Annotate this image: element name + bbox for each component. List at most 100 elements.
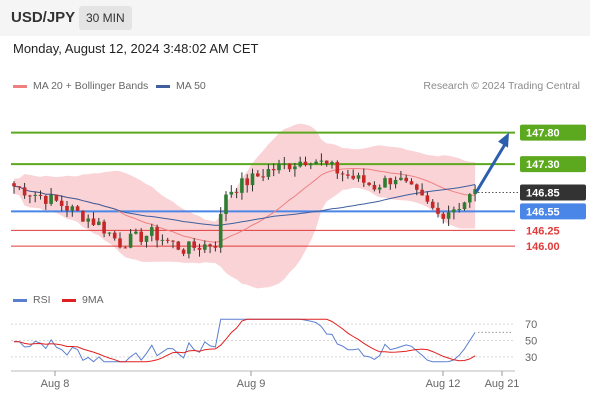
rsi-line [13, 318, 476, 363]
candle-body [377, 187, 382, 190]
rsi-ma-line [13, 318, 476, 363]
candle-body [271, 169, 276, 171]
candle-body [356, 175, 361, 179]
candle-body [187, 241, 191, 254]
candle-body [44, 195, 48, 204]
ma20-label: MA 20 + Bollinger Bands [33, 80, 149, 92]
candle-body [28, 195, 32, 197]
candle-body [335, 162, 340, 174]
candle-body [208, 244, 212, 247]
candle-body [203, 244, 207, 250]
candle-body [38, 194, 43, 196]
candle-body [346, 174, 350, 176]
candle-body [309, 164, 313, 166]
candle-body [245, 178, 249, 186]
candle-body [383, 178, 387, 188]
candle-body [282, 163, 287, 165]
candle-body [134, 231, 138, 234]
candle-body [277, 163, 281, 171]
candle-body [415, 184, 419, 190]
candle-body [303, 161, 308, 166]
candle-body [49, 194, 53, 204]
bollinger-band [14, 123, 476, 289]
candle-body [399, 177, 403, 180]
candle-body [340, 173, 345, 175]
candle-body [436, 207, 440, 214]
candle-body [12, 183, 16, 187]
candle-body [229, 191, 234, 195]
candle-body [139, 231, 143, 242]
projection-arrow-head [498, 132, 509, 148]
candle-body [367, 182, 371, 185]
candle-body [102, 221, 106, 234]
support-label-2: 146.00 [526, 241, 560, 253]
top-bar: USD/JPY 30 MIN [0, 0, 590, 36]
rsi-ma-swatch [62, 298, 76, 302]
candle-body [425, 195, 430, 202]
legend-ma20: MA 20 + Bollinger Bands [13, 80, 148, 92]
candle-body [97, 221, 101, 225]
rsi-swatch [13, 298, 27, 302]
timeframe-button[interactable]: 30 MIN [79, 6, 132, 30]
candle-body [404, 177, 408, 182]
moving-average-layer [13, 167, 476, 243]
legend-rsi-ma: 9MA [62, 294, 104, 306]
pivot-label: 146.55 [526, 206, 560, 218]
candle-body [123, 247, 128, 249]
candle-body [250, 173, 255, 186]
candle-body [197, 247, 202, 250]
symbol-label: USD/JPY [11, 9, 76, 26]
candle-body [441, 213, 446, 219]
candle-body [33, 194, 37, 196]
ma50-swatch [156, 84, 170, 88]
candle-body [86, 218, 90, 222]
rsi-label: RSI [33, 294, 51, 306]
time-tick-label: Aug 21 [485, 378, 520, 390]
rsi-ma-label: 9MA [82, 294, 104, 306]
current-price-label: 146.85 [526, 188, 560, 200]
research-credit: Research © 2024 Trading Central [423, 80, 580, 92]
rsi-tick-label: 70 [525, 319, 537, 331]
candle-body [165, 239, 170, 241]
candle-body [192, 241, 196, 248]
candle-body [240, 178, 244, 193]
candle-body [218, 213, 223, 248]
resistance-label-2-box [520, 156, 586, 173]
projection-arrow-layer [474, 132, 509, 194]
candle-body [420, 189, 424, 196]
candle-body [298, 161, 302, 167]
rsi-tick-label: 30 [525, 352, 537, 364]
ma50-label: MA 50 [176, 80, 206, 92]
candle-body [160, 239, 165, 241]
candles-layer [12, 153, 477, 259]
candle-body [65, 205, 69, 211]
candle-body [393, 179, 398, 185]
candle-body [128, 233, 133, 248]
candle-body [266, 169, 271, 177]
level-labels-layer: 147.80 147.30 146.85 146.55 146.25 146.00 [520, 124, 586, 253]
candle-body [155, 227, 159, 241]
resistance-label-1-box [520, 124, 586, 141]
rsi-tick-label: 50 [525, 336, 537, 348]
projection-arrow-shaft [474, 141, 508, 194]
candle-body [446, 212, 451, 219]
ma50-line [13, 184, 476, 226]
datetime-label: Monday, August 12, 2024 3:48:02 AM CET [13, 41, 259, 56]
candle-body [144, 235, 149, 242]
current-price-label-box [520, 184, 586, 201]
ma20-swatch [13, 84, 27, 88]
candle-body [107, 232, 112, 234]
rsi-panel: 70 50 30 [11, 318, 537, 364]
candle-body [171, 240, 175, 242]
candle-body [234, 191, 239, 193]
candle-body [17, 186, 22, 188]
levels-layer [11, 131, 520, 247]
resistance-label-2: 147.30 [526, 159, 560, 171]
candle-body [59, 200, 64, 206]
candle-body [452, 209, 456, 213]
pivot-label-box [520, 203, 586, 220]
candle-body [457, 209, 461, 211]
candle-body [213, 246, 218, 248]
candle-body [112, 232, 117, 239]
candle-body [181, 249, 186, 254]
